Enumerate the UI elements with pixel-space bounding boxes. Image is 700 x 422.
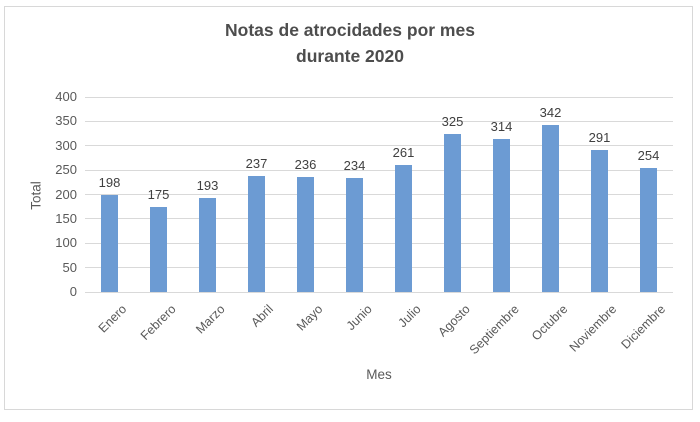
bar [248, 176, 265, 292]
gridline [85, 96, 673, 98]
bar-value-label: 193 [196, 177, 219, 193]
bar [297, 176, 314, 292]
chart-title-line1: Notas de atrocidades por mes [225, 20, 475, 40]
bar-value-label: 175 [147, 186, 170, 202]
y-tick-label: 300 [55, 137, 77, 153]
bar [395, 164, 412, 292]
bar [150, 206, 167, 292]
x-tick-label: Julio [395, 302, 424, 331]
gridline [85, 291, 673, 293]
x-tick-label: Diciembre [618, 302, 669, 352]
chart-title: Notas de atrocidades por mes durante 202… [0, 17, 700, 69]
bar-value-label: 236 [294, 156, 317, 172]
y-tick-label: 250 [55, 162, 77, 178]
x-tick-label: Noviembre [566, 302, 620, 355]
gridline [85, 169, 673, 171]
bar-value-label: 325 [441, 113, 464, 129]
gridline [85, 218, 673, 220]
x-tick-label: Octubre [529, 302, 571, 344]
bar [542, 125, 559, 292]
bar-value-label: 291 [588, 130, 611, 146]
x-tick-label: Septiembre [466, 302, 522, 358]
y-tick-label: 150 [55, 210, 77, 226]
bar [640, 168, 657, 292]
bar [493, 138, 510, 292]
chart-title-line2: durante 2020 [296, 46, 404, 66]
x-tick-label: Marzo [192, 302, 228, 337]
gridline [85, 267, 673, 269]
bar-value-label: 261 [392, 144, 415, 160]
gridline [85, 120, 673, 122]
y-tick-label: 400 [55, 89, 77, 104]
y-tick-label: 0 [69, 284, 77, 299]
bar-value-label: 314 [490, 118, 513, 134]
y-tick-label: 200 [55, 186, 77, 202]
bar [444, 133, 461, 292]
bar [346, 177, 363, 292]
y-axis-ticks: 0 50 100 150 200 250 300 350 400 [0, 89, 77, 299]
plot-area: 198 175 193 237 236 234 261 325 314 342 291 254 [85, 96, 673, 293]
chart-border [4, 6, 693, 410]
x-tick-label: Enero [95, 302, 130, 336]
bar-value-label: 254 [637, 148, 660, 164]
y-tick-label: 100 [55, 235, 77, 251]
x-tick-label: Febrero [137, 302, 179, 343]
gridline [85, 145, 673, 147]
x-tick-label: Mayo [293, 302, 326, 334]
y-tick-label: 50 [62, 259, 77, 275]
bar [101, 195, 118, 292]
bar [591, 150, 608, 292]
y-tick-label: 350 [55, 113, 77, 129]
x-tick-label: Junio [343, 302, 375, 334]
gridline [85, 194, 673, 195]
bar-value-label: 342 [539, 105, 562, 121]
x-axis-ticks: Enero Febrero Marzo Abril Mayo Junio Julio Agos… [85, 292, 673, 364]
x-tick-label: Abril [248, 302, 277, 330]
bar-value-label: 234 [343, 157, 366, 173]
gridline [85, 242, 673, 244]
x-tick-label: Agosto [434, 302, 473, 340]
bar-value-label: 237 [245, 156, 268, 172]
bar [199, 197, 216, 292]
bar-value-label: 198 [98, 175, 121, 191]
x-axis-title: Mes [366, 367, 392, 382]
